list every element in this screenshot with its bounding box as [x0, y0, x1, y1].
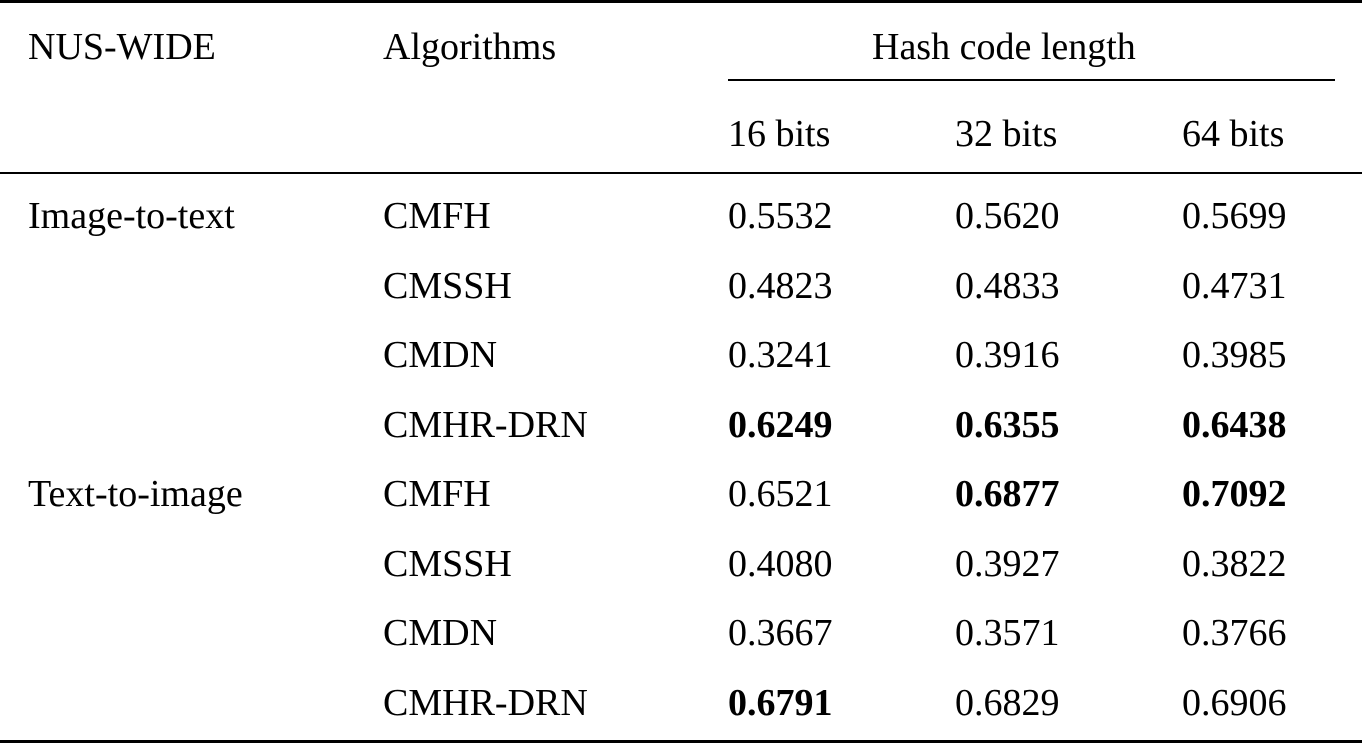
header-hash-code-length: Hash code length	[872, 26, 1136, 68]
algorithm-name: CMSSH	[383, 542, 512, 585]
map-value: 0.6877	[955, 473, 1060, 515]
algorithm-name: CMHR-DRN	[383, 681, 588, 724]
task-label: Image-to-text	[28, 195, 235, 237]
header-16-bits: 16 bits	[728, 113, 831, 155]
map-value: 0.3985	[1182, 334, 1287, 376]
map-value: 0.6521	[728, 473, 833, 515]
map-value: 0.3822	[1182, 542, 1287, 585]
map-value: 0.3667	[728, 612, 833, 654]
map-value: 0.3916	[955, 334, 1060, 376]
algorithm-name: CMDN	[383, 612, 498, 654]
map-value: 0.5620	[955, 195, 1060, 237]
top-rule	[0, 0, 1362, 3]
header-rule	[0, 172, 1362, 174]
algorithm-name: CMFH	[383, 195, 491, 237]
map-value: 0.6906	[1182, 681, 1287, 724]
map-value: 0.3571	[955, 612, 1060, 654]
map-value: 0.6438	[1182, 403, 1287, 446]
map-value: 0.4080	[728, 542, 833, 585]
algorithm-name: CMHR-DRN	[383, 403, 588, 446]
map-value: 0.5699	[1182, 195, 1287, 237]
bottom-rule	[0, 740, 1362, 743]
map-value: 0.6355	[955, 403, 1060, 446]
map-value: 0.5532	[728, 195, 833, 237]
header-dataset: NUS-WIDE	[28, 26, 216, 68]
header-32-bits: 32 bits	[955, 113, 1058, 155]
algorithm-name: CMDN	[383, 334, 498, 376]
algorithm-name: CMSSH	[383, 264, 512, 307]
map-value: 0.3927	[955, 542, 1060, 585]
header-64-bits: 64 bits	[1182, 113, 1285, 155]
map-value: 0.3766	[1182, 612, 1287, 654]
group-rule	[728, 79, 1335, 81]
map-value: 0.6249	[728, 403, 833, 446]
algorithm-name: CMFH	[383, 473, 491, 515]
map-value: 0.6791	[728, 681, 833, 724]
map-value: 0.3241	[728, 334, 833, 376]
map-value: 0.4823	[728, 264, 833, 307]
task-label: Text-to-image	[28, 473, 243, 515]
map-value: 0.7092	[1182, 473, 1287, 515]
header-algorithms: Algorithms	[383, 26, 557, 68]
map-value: 0.4731	[1182, 264, 1287, 307]
map-value: 0.6829	[955, 681, 1060, 724]
map-value: 0.4833	[955, 264, 1060, 307]
